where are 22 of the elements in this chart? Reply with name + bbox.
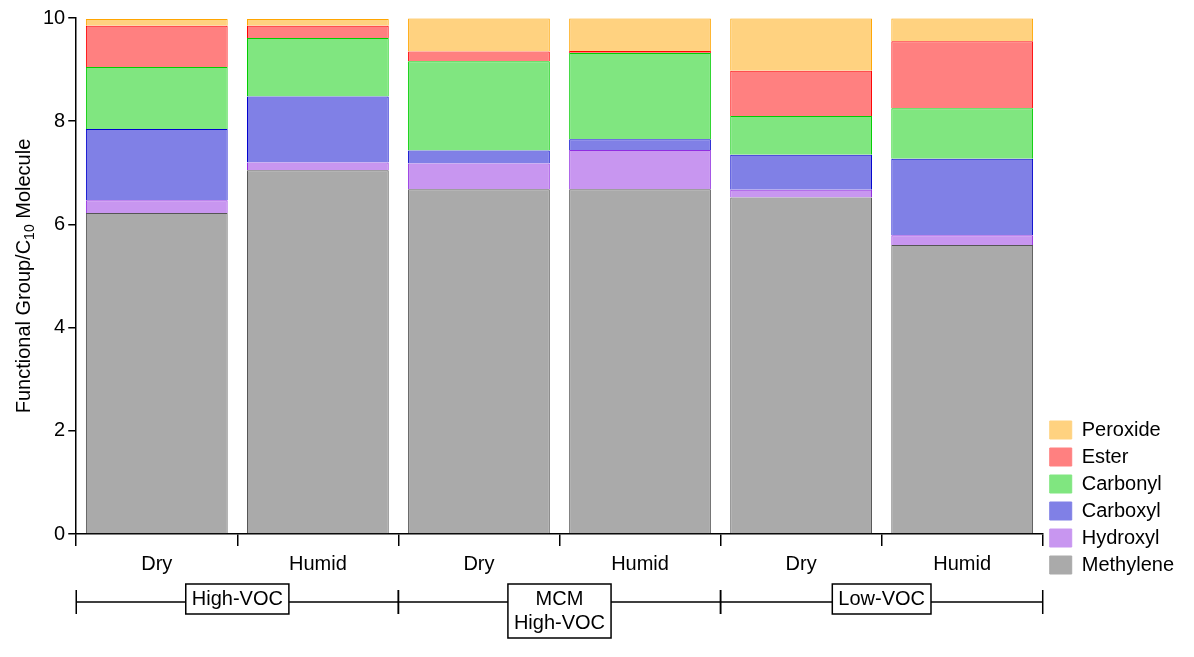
legend-label: Ester [1081,444,1129,467]
y-tick-label: 8 [54,108,66,131]
y-tick-label: 2 [54,418,66,441]
y-tick-label: 4 [54,315,66,338]
x-tick-label: Humid [611,551,669,574]
y-tick-label: 0 [54,521,66,544]
x-tick-label: Dry [141,551,173,574]
legend-label: Hydroxyl [1081,525,1160,548]
x-tick-label: Dry [463,551,495,574]
text: MCM High-VOC [513,586,606,633]
legend-label: Carbonyl [1081,471,1162,494]
x-tick-label: Humid [933,551,992,574]
x-tick-label: Humid [288,551,347,574]
y-tick-label: 10 [43,5,66,28]
x-tick-label: Dry [785,551,817,574]
text: High-VOC [191,586,283,609]
y-tick-label: 6 [54,211,66,234]
text: Low-VOC [838,586,925,609]
y-axis-title: Functional Group/C10 Molecule [11,138,37,414]
legend-label: Carboxyl [1081,498,1161,521]
legend-label: Peroxide [1081,417,1161,440]
legend-label: Methylene [1081,552,1175,575]
